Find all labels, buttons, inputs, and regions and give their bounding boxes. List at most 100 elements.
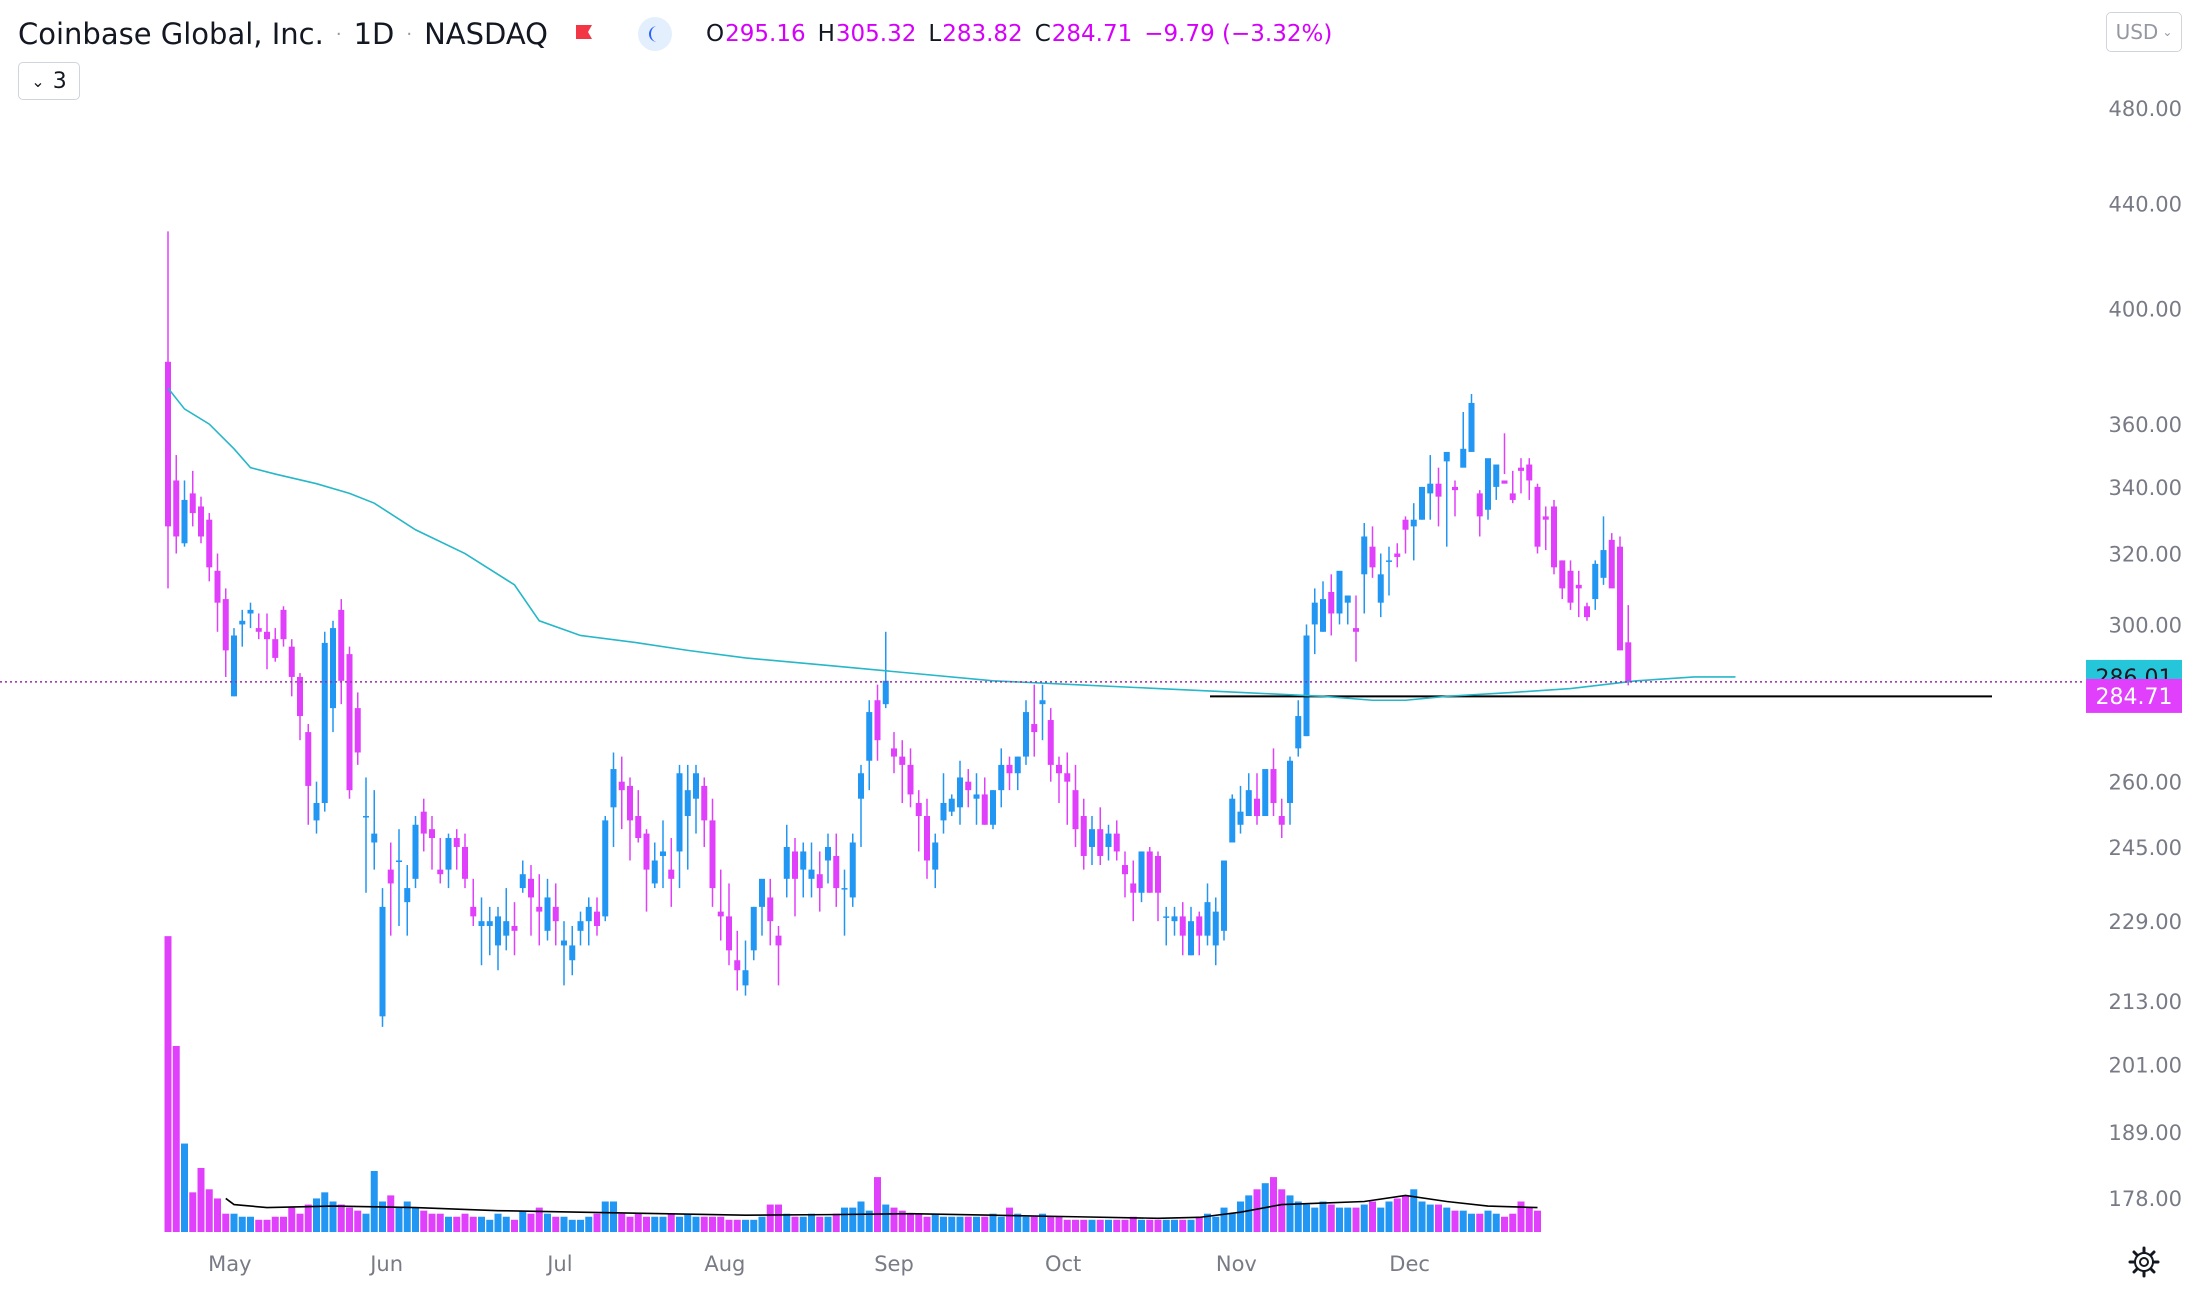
- candle-body: [396, 860, 402, 863]
- interval-label[interactable]: 1D: [353, 17, 395, 51]
- volume-bar: [1286, 1195, 1294, 1232]
- chart-header: Coinbase Global, Inc. · 1D · NASDAQ O 29…: [18, 12, 1344, 56]
- candle: [1295, 700, 1302, 757]
- candle-body: [792, 851, 798, 879]
- volume-bar: [535, 1207, 543, 1232]
- overlay-lines: [0, 387, 2085, 702]
- moon-icon[interactable]: [638, 17, 672, 51]
- candle: [297, 673, 303, 741]
- candle: [363, 777, 369, 893]
- symbol-name[interactable]: Coinbase Global, Inc.: [18, 17, 324, 51]
- candle-body: [371, 833, 378, 843]
- candle: [1023, 700, 1029, 765]
- volume-bar: [775, 1204, 782, 1232]
- candle-body: [1056, 764, 1062, 774]
- candle: [1493, 464, 1500, 500]
- currency-selector[interactable]: USD ⌄: [2106, 12, 2182, 52]
- candle-body: [1518, 467, 1524, 471]
- candle: [915, 790, 922, 852]
- candle-body: [858, 773, 864, 799]
- volume-bar: [1047, 1216, 1055, 1232]
- price-axis: 480.00 440.00 400.00 360.00 340.00 320.00 300.…: [2109, 97, 2182, 1211]
- close-value: 284.71: [1051, 21, 1133, 47]
- volume-bar: [940, 1216, 947, 1232]
- candle-body: [429, 829, 435, 839]
- candle-body: [453, 838, 460, 847]
- volume-bar: [1220, 1207, 1228, 1232]
- candle: [445, 833, 452, 889]
- price-tick-label: 229.00: [2109, 910, 2182, 934]
- indicator-count: 3: [52, 68, 67, 94]
- volume-bar: [1006, 1207, 1013, 1232]
- volume-bar: [601, 1201, 609, 1232]
- candle: [1080, 798, 1087, 870]
- volume-bar: [1402, 1195, 1409, 1232]
- volume-bar: [1294, 1201, 1302, 1232]
- volume-bar: [626, 1216, 634, 1232]
- volume-bar: [643, 1216, 650, 1232]
- candle-body: [1295, 716, 1302, 749]
- price-tick-label: 340.00: [2109, 476, 2182, 500]
- candle: [610, 752, 617, 847]
- candle: [750, 906, 757, 961]
- candle-body: [1146, 851, 1153, 893]
- volume-bar: [403, 1201, 411, 1232]
- candle: [486, 906, 493, 956]
- candle-body: [1377, 574, 1384, 603]
- candle: [305, 724, 312, 825]
- price-tick-label: 189.00: [2109, 1121, 2182, 1145]
- candle-body: [544, 897, 551, 931]
- candle: [742, 940, 749, 996]
- candle-body: [841, 888, 848, 890]
- volume-bar: [1476, 1213, 1484, 1232]
- volume-bar: [1014, 1213, 1022, 1232]
- candle-body: [1031, 724, 1038, 733]
- candle: [717, 869, 724, 941]
- volume-bar: [1253, 1189, 1261, 1232]
- volume-bar: [1039, 1213, 1046, 1232]
- candle: [288, 639, 295, 697]
- candle: [1534, 483, 1541, 554]
- indicators-toggle-button[interactable]: ⌄ 3: [18, 62, 80, 100]
- candle: [1402, 516, 1409, 554]
- candle-body: [965, 781, 972, 791]
- candle-body: [1361, 536, 1368, 575]
- candle-body: [1254, 798, 1260, 817]
- gear-icon[interactable]: [2127, 1245, 2161, 1279]
- candle-body: [239, 620, 246, 625]
- candle: [1509, 470, 1516, 504]
- volume-bar: [1096, 1219, 1104, 1232]
- candle-body: [412, 824, 419, 879]
- candle: [833, 833, 840, 907]
- flag-icon[interactable]: [574, 23, 594, 45]
- candle: [165, 231, 171, 589]
- moving-average-line: [167, 387, 1736, 702]
- candle-body: [404, 888, 411, 903]
- volume-bar: [436, 1213, 444, 1232]
- candle: [346, 646, 353, 799]
- candle: [1452, 480, 1458, 517]
- candle-body: [280, 609, 287, 640]
- candle: [816, 851, 823, 912]
- candle: [1204, 883, 1211, 946]
- candle-body: [420, 811, 427, 834]
- last-price-label-bg: [2086, 678, 2182, 713]
- volume-bar: [1517, 1201, 1525, 1232]
- volume-bar: [197, 1167, 205, 1232]
- candle-body: [222, 599, 229, 651]
- candle: [882, 631, 889, 709]
- candle: [495, 906, 501, 971]
- candle-body: [1353, 628, 1359, 632]
- volume-bar: [1426, 1204, 1434, 1232]
- candle-body: [1419, 486, 1425, 520]
- candle-body: [1534, 486, 1541, 547]
- volume-bar: [1146, 1219, 1154, 1232]
- price-tick-label: 213.00: [2109, 990, 2182, 1014]
- candle: [866, 700, 873, 791]
- volume-bar: [857, 1201, 865, 1232]
- candle: [924, 798, 930, 879]
- volume-bar: [832, 1213, 840, 1232]
- volume-bar: [1195, 1216, 1203, 1232]
